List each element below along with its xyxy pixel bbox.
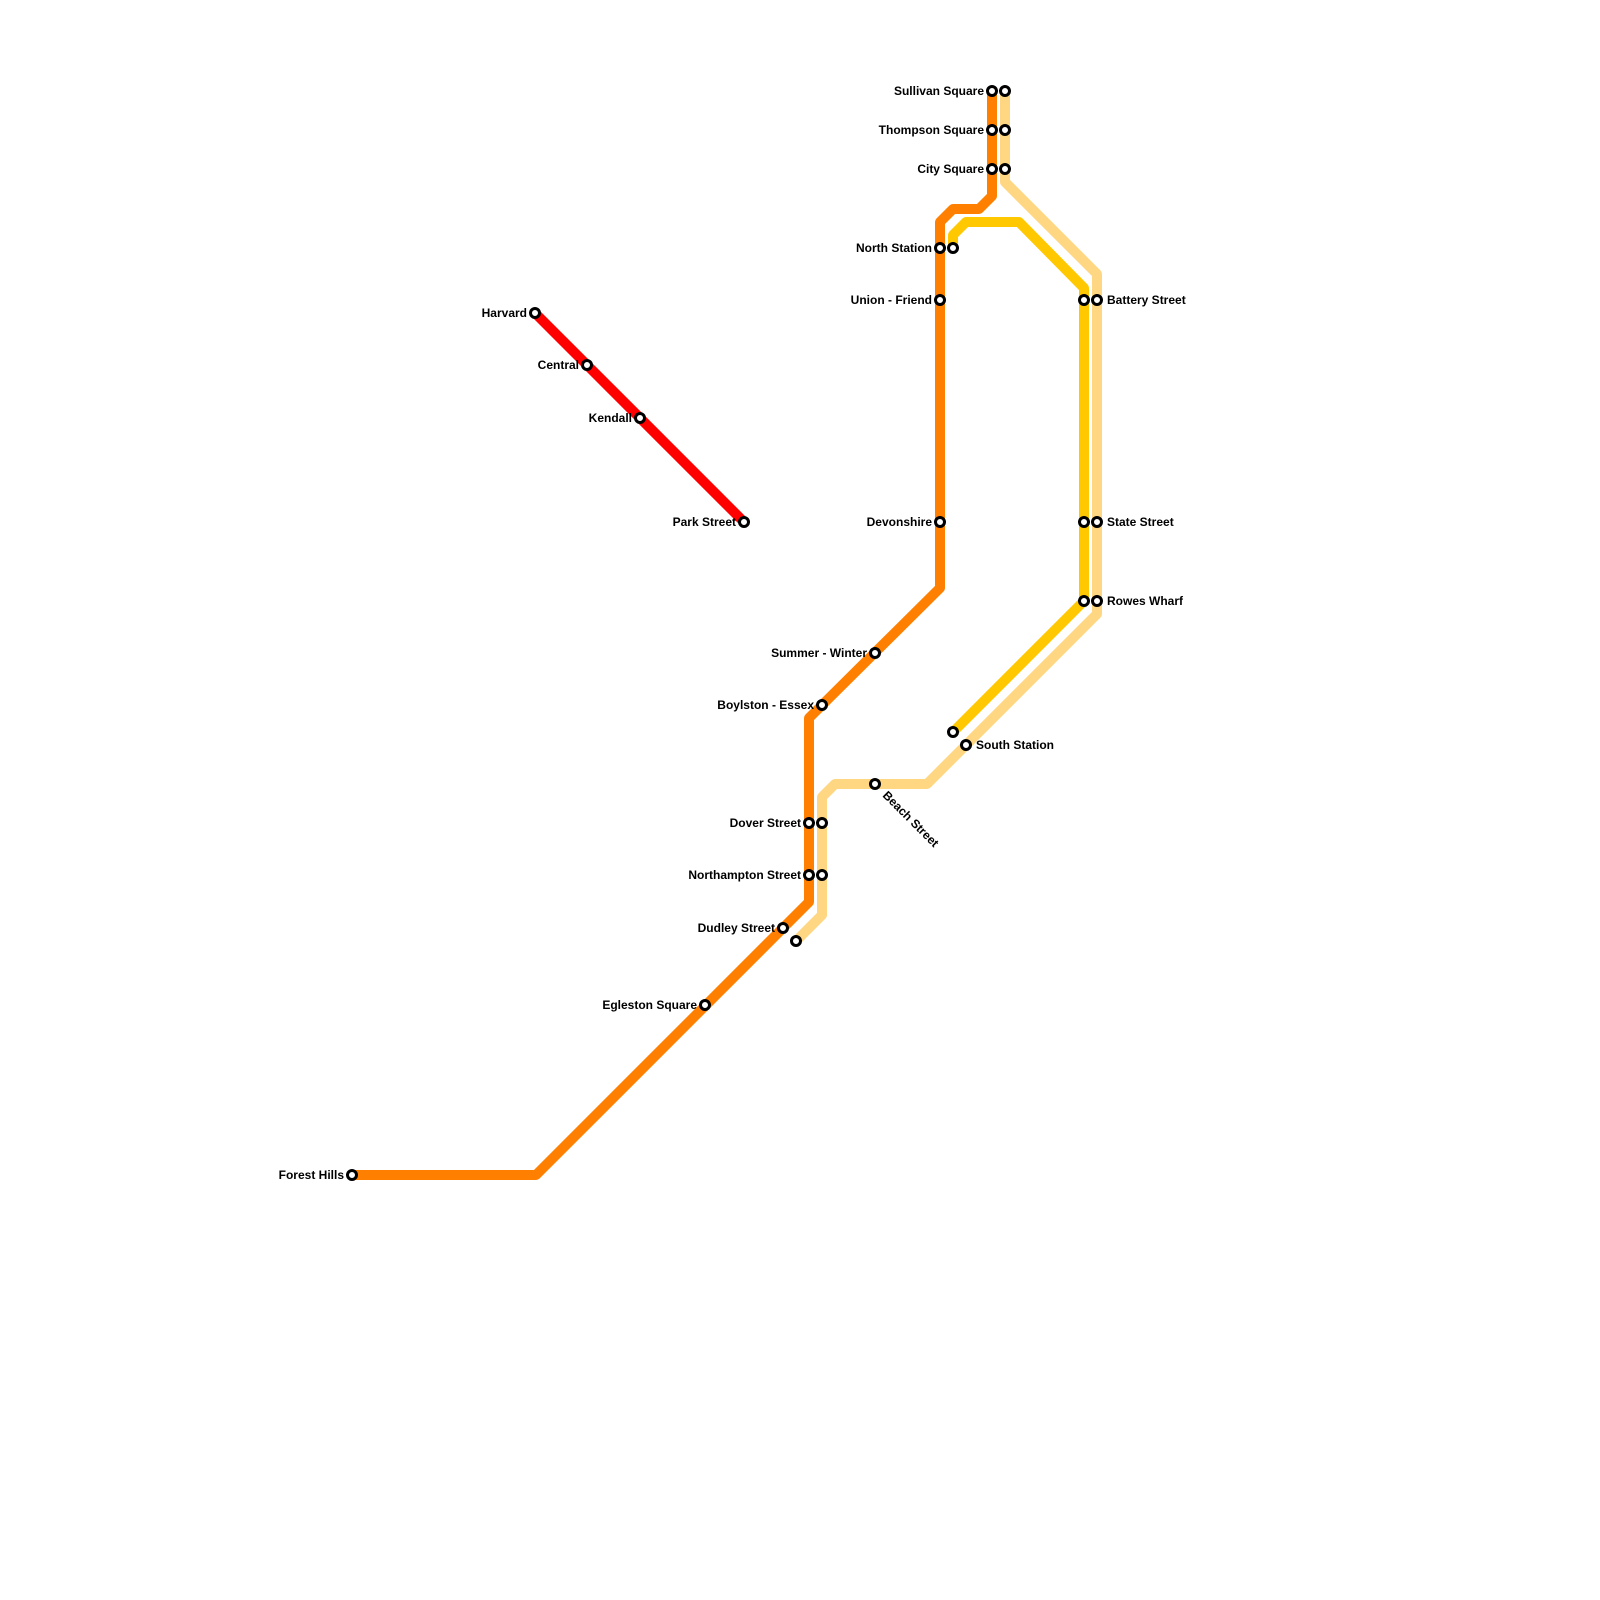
station-marker-kendall[interactable] <box>634 412 646 424</box>
station-marker-beach-street[interactable] <box>869 778 881 790</box>
station-marker-rowes-wharf[interactable] <box>1078 595 1090 607</box>
station-label-egleston-square: Egleston Square <box>602 998 697 1012</box>
station-label-rowes-wharf: Rowes Wharf <box>1107 594 1184 608</box>
station-marker-boylston-essex[interactable] <box>816 699 828 711</box>
station-marker-dudley-street[interactable] <box>777 922 789 934</box>
station-label-north-station: North Station <box>856 241 932 255</box>
lines-layer <box>352 91 1102 1180</box>
station-label-sullivan-square: Sullivan Square <box>894 84 984 98</box>
station-marker-forest-hills[interactable] <box>346 1169 358 1181</box>
station-marker-city-square[interactable] <box>986 163 998 175</box>
station-label-city-square: City Square <box>917 162 984 176</box>
stations-layer <box>346 85 1103 1181</box>
station-marker-sullivan-square[interactable] <box>999 85 1011 97</box>
station-marker-dover-street[interactable] <box>816 817 828 829</box>
station-label-harvard: Harvard <box>482 306 527 320</box>
station-marker-north-station[interactable] <box>947 242 959 254</box>
station-marker-devonshire[interactable] <box>934 516 946 528</box>
station-marker-central[interactable] <box>581 359 593 371</box>
station-label-central: Central <box>538 358 579 372</box>
station-label-south-station: South Station <box>976 738 1054 752</box>
station-marker-harvard[interactable] <box>529 307 541 319</box>
station-marker-north-station[interactable] <box>934 242 946 254</box>
station-marker-dudley-street[interactable] <box>790 935 802 947</box>
station-marker-state-street[interactable] <box>1091 516 1103 528</box>
station-label-boylston-essex: Boylston - Essex <box>717 698 814 712</box>
station-marker-thompson-square[interactable] <box>986 124 998 136</box>
station-label-dover-street: Dover Street <box>730 816 801 830</box>
station-marker-rowes-wharf[interactable] <box>1091 595 1103 607</box>
station-label-summer-winter: Summer - Winter <box>771 646 867 660</box>
station-label-devonshire: Devonshire <box>867 515 933 529</box>
station-marker-south-station[interactable] <box>960 739 972 751</box>
station-marker-city-square[interactable] <box>999 163 1011 175</box>
station-label-park-street: Park Street <box>673 515 736 529</box>
station-marker-state-street[interactable] <box>1078 516 1090 528</box>
station-label-union-friend: Union - Friend <box>851 293 932 307</box>
station-label-beach-street: Beach Street <box>880 788 942 850</box>
station-label-kendall: Kendall <box>589 411 632 425</box>
station-marker-battery-street[interactable] <box>1078 294 1090 306</box>
station-label-battery-street: Battery Street <box>1107 293 1186 307</box>
station-marker-battery-street[interactable] <box>1091 294 1103 306</box>
station-marker-summer-winter[interactable] <box>869 647 881 659</box>
line-orange <box>352 91 997 1180</box>
station-label-forest-hills: Forest Hills <box>279 1168 345 1182</box>
station-label-dudley-street: Dudley Street <box>698 921 775 935</box>
line-yellow <box>948 217 1089 736</box>
station-marker-northampton-street[interactable] <box>803 869 815 881</box>
station-marker-egleston-square[interactable] <box>699 999 711 1011</box>
station-marker-sullivan-square[interactable] <box>986 85 998 97</box>
station-marker-union-friend[interactable] <box>934 294 946 306</box>
station-label-thompson-square: Thompson Square <box>879 123 985 137</box>
station-marker-south-station[interactable] <box>947 726 959 738</box>
station-marker-northampton-street[interactable] <box>816 869 828 881</box>
station-label-state-street: State Street <box>1107 515 1174 529</box>
station-marker-thompson-square[interactable] <box>999 124 1011 136</box>
station-label-northampton-street: Northampton Street <box>688 868 801 882</box>
station-marker-park-street[interactable] <box>738 516 750 528</box>
station-marker-dover-street[interactable] <box>803 817 815 829</box>
